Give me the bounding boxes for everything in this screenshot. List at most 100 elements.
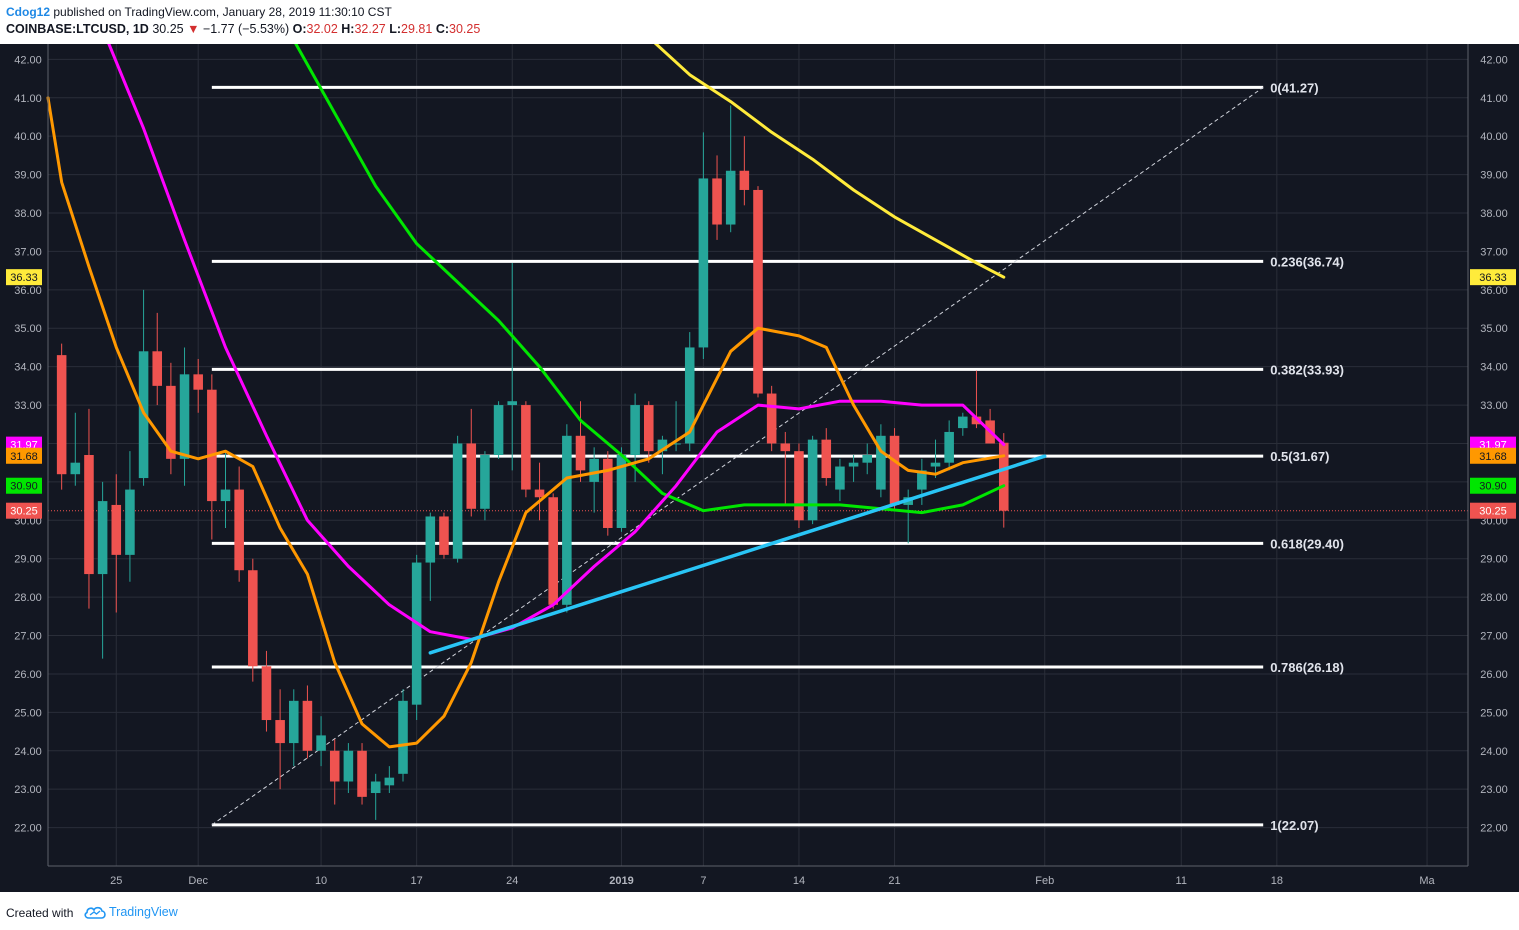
candle-body bbox=[630, 405, 640, 455]
candle-body bbox=[193, 374, 203, 390]
price-tag-right bbox=[1470, 477, 1516, 494]
y-tick-label-left: 27.00 bbox=[14, 631, 42, 643]
y-tick-label-left: 39.00 bbox=[14, 170, 42, 182]
candle-body bbox=[411, 562, 422, 705]
candle-body bbox=[370, 781, 381, 794]
trendline-group[interactable] bbox=[428, 454, 1047, 655]
y-tick-label-right: 41.00 bbox=[1480, 93, 1508, 105]
candle-body bbox=[930, 462, 941, 467]
candle-body bbox=[684, 347, 695, 444]
candle-body bbox=[944, 431, 954, 463]
price-chart[interactable]: 0(41.27) 0.236(36.74) 0.382(33.93) 0.5(31.6… bbox=[0, 0, 1519, 892]
price-tag-label-right: 36.33 bbox=[1479, 272, 1507, 284]
price-tag-label-right: 30.90 bbox=[1479, 481, 1507, 493]
candle-body bbox=[493, 405, 504, 455]
price-tag-label-left: 36.33 bbox=[10, 272, 38, 284]
x-tick-label: 11 bbox=[1176, 875, 1187, 887]
candle-body bbox=[794, 451, 804, 521]
y-tick-label-right: 29.00 bbox=[1480, 554, 1508, 566]
last-price: 30.25 bbox=[152, 22, 184, 36]
candle-body bbox=[725, 170, 736, 225]
y-tick-label-left: 36.00 bbox=[14, 285, 42, 297]
axes: 22.00 22.00 23.00 23.00 24.00 24.00 25.00 25.00… bbox=[14, 44, 1508, 887]
y-tick-label-left: 25.00 bbox=[14, 707, 42, 719]
close-value: 30.25 bbox=[449, 22, 481, 36]
candle-body bbox=[575, 435, 586, 471]
price-tag-label-right: 31.68 bbox=[1479, 451, 1507, 463]
price-tag-left bbox=[6, 502, 42, 519]
candle-body bbox=[971, 416, 982, 425]
candle-body bbox=[521, 405, 531, 490]
candle-body bbox=[425, 516, 436, 563]
price-tag-label-left: 30.90 bbox=[10, 481, 38, 493]
x-tick-label: 25 bbox=[110, 875, 122, 887]
candle-body bbox=[248, 570, 258, 667]
down-arrow-icon: ▼ bbox=[187, 22, 200, 36]
candle-body bbox=[643, 405, 654, 452]
chart-header: Cdog12 published on TradingView.com, Jan… bbox=[0, 0, 1519, 44]
candle-body bbox=[207, 389, 217, 502]
candle-body bbox=[329, 750, 340, 782]
candle-body bbox=[876, 435, 886, 490]
candle-body bbox=[657, 439, 668, 452]
y-tick-label-right: 37.00 bbox=[1480, 246, 1508, 258]
fib-level-label: 0.5(31.67) bbox=[1270, 449, 1329, 464]
y-tick-label-left: 35.00 bbox=[14, 323, 42, 335]
open-value: 32.02 bbox=[306, 22, 338, 36]
candle-body bbox=[889, 435, 900, 505]
price-tag-left bbox=[6, 269, 42, 286]
y-tick-label-right: 38.00 bbox=[1480, 208, 1508, 220]
candle-body bbox=[835, 466, 845, 490]
candle-body bbox=[534, 489, 545, 498]
tradingview-brand[interactable]: TradingView bbox=[84, 903, 178, 921]
fib-level-label: 0.382(33.93) bbox=[1270, 362, 1344, 377]
candle-body bbox=[821, 439, 832, 479]
low-label: L: bbox=[389, 22, 402, 36]
y-tick-label-left: 29.00 bbox=[14, 554, 42, 566]
author-link[interactable]: Cdog12 bbox=[6, 5, 51, 19]
price-tag-left bbox=[6, 477, 42, 494]
y-tick-label-left: 37.00 bbox=[14, 246, 42, 258]
y-tick-label-right: 28.00 bbox=[1480, 592, 1508, 604]
candle-body bbox=[357, 750, 367, 797]
fib-level-label: 1(22.07) bbox=[1270, 818, 1318, 833]
y-tick-label-right: 33.00 bbox=[1480, 400, 1508, 412]
x-tick-label: 17 bbox=[411, 875, 423, 887]
y-tick-label-left: 34.00 bbox=[14, 362, 42, 374]
symbol-label: COINBASE:LTCUSD, 1D bbox=[6, 22, 149, 36]
candle-body bbox=[466, 443, 477, 509]
candle-body bbox=[562, 435, 572, 605]
y-tick-label-left: 38.00 bbox=[14, 208, 42, 220]
price-tag-label-left: 30.25 bbox=[10, 506, 38, 518]
y-tick-label-right: 34.00 bbox=[1480, 362, 1508, 374]
x-tick-label: Ma bbox=[1419, 875, 1435, 887]
trendline bbox=[428, 454, 1047, 655]
candle-body bbox=[398, 700, 408, 774]
price-change: −1.77 (−5.53%) bbox=[202, 22, 290, 36]
candle-body bbox=[712, 178, 722, 225]
price-tag-right bbox=[1470, 447, 1516, 464]
candle-body bbox=[807, 439, 818, 521]
candle-body bbox=[766, 393, 777, 444]
tradingview-link[interactable]: TradingView bbox=[109, 905, 178, 919]
candles bbox=[56, 105, 1009, 820]
close-label: C: bbox=[435, 22, 450, 36]
candle-body bbox=[848, 462, 859, 467]
candle-body bbox=[234, 489, 244, 571]
candle-body bbox=[288, 700, 299, 744]
chart-area[interactable]: 0(41.27) 0.236(36.74) 0.382(33.93) 0.5(31.6… bbox=[0, 0, 1519, 892]
fib-retracement[interactable]: 0(41.27) 0.236(36.74) 0.382(33.93) 0.5(31.6… bbox=[48, 80, 1468, 833]
price-tag-label-left: 31.68 bbox=[10, 451, 38, 463]
published-text: published on TradingView.com, January 28… bbox=[53, 5, 392, 19]
candle-body bbox=[166, 385, 176, 459]
candle-body bbox=[111, 504, 122, 555]
candle-body bbox=[753, 189, 763, 394]
price-tag-right bbox=[1470, 502, 1516, 519]
candle-body bbox=[439, 516, 449, 555]
candle-body bbox=[671, 443, 681, 445]
fib-level-label: 0.618(29.40) bbox=[1270, 536, 1344, 551]
fib-level-label: 0.786(26.18) bbox=[1270, 660, 1344, 675]
y-tick-label-right: 36.00 bbox=[1480, 285, 1508, 297]
y-tick-label-left: 41.00 bbox=[14, 93, 42, 105]
